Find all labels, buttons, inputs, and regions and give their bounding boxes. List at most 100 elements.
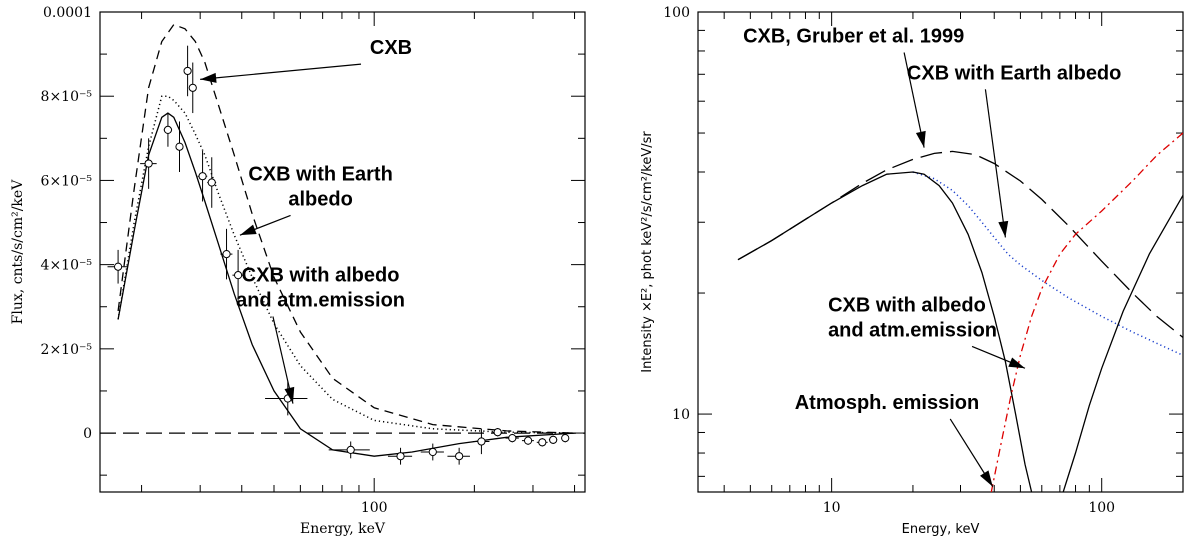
data-marker [233, 271, 243, 280]
data-marker [561, 434, 570, 443]
annotation-1: CXB with Earth albedo [907, 62, 1121, 238]
ticks [698, 11, 1184, 492]
y-tick-label: 2×10⁻⁵ [41, 342, 93, 358]
y-axis-title: Intensity ×E², phot keV²/s/cm²/keV/sr [640, 131, 655, 373]
data-marker [508, 434, 517, 443]
data-marker [113, 262, 123, 271]
y-tick-label: 0.0001 [43, 5, 92, 21]
data-point-3 [175, 121, 184, 172]
plot-frame [99, 11, 586, 493]
x-tick-label: 100 [1088, 500, 1115, 516]
y-tick-label: 0 [83, 426, 92, 442]
y-tick-label: 100 [663, 5, 690, 21]
annotation-arrow-head [980, 470, 993, 487]
data-point-19 [536, 438, 548, 447]
series-group [737, 132, 1183, 492]
annotation-2: CXB with albedo and atm.emission [828, 294, 1026, 369]
x-axis-title: Energy, keV [902, 522, 980, 537]
series-line-0 [117, 23, 575, 434]
data-point-7 [207, 157, 217, 208]
annotation-arrow-head [200, 72, 217, 83]
data-marker [477, 437, 486, 446]
data-marker [346, 445, 355, 454]
series-line-3 [1062, 194, 1183, 492]
ticks [100, 11, 585, 492]
x-tick-label: 10 [823, 500, 841, 516]
data-point-11 [328, 441, 370, 459]
annotation-text: CXB with albedo [828, 294, 986, 316]
data-point-20 [548, 435, 558, 444]
y-tick-label: 10 [672, 407, 690, 423]
annotation-0: CXB [200, 37, 412, 83]
annotation-3: Atmosph. emission [795, 392, 994, 487]
data-point-1 [140, 138, 157, 189]
annotation-arrow-head [239, 224, 257, 236]
data-marker [175, 142, 184, 151]
left-panel: 100 0 2×10⁻⁵ 4×10⁻⁵ 6×10⁻⁵ 8×10⁻⁵ 0.0001 Energy… [10, 5, 586, 537]
y-axis-title: Flux, cnts/s/cm²/keV [10, 179, 26, 325]
data-point-5 [188, 62, 197, 114]
series-group [100, 23, 585, 457]
data-point-21 [561, 433, 570, 443]
data-point-4 [183, 45, 192, 97]
annotation-0: CXB, Gruber et al. 1999 [743, 25, 964, 148]
data-points [107, 45, 570, 465]
data-point-9 [232, 249, 244, 301]
data-point-14 [447, 447, 470, 465]
annotation-arrow-shaft [200, 63, 362, 80]
annotation-arrow-head [1008, 357, 1026, 369]
y-tick-label: 8×10⁻⁵ [41, 89, 93, 105]
y-tick-label: 6×10⁻⁵ [41, 173, 93, 189]
annotation-text: CXB with albedo [242, 264, 400, 286]
data-marker [455, 452, 464, 461]
annotation-text: and atm.emission [236, 289, 405, 311]
y-tick-label: 4×10⁻⁵ [41, 258, 93, 274]
annotation-arrow-head [998, 220, 1009, 238]
annotation-arrow-head [915, 130, 926, 148]
data-marker [222, 250, 231, 259]
data-marker [538, 438, 547, 447]
annotation-text: and atm.emission [828, 319, 997, 341]
x-axis-title: Energy, keV [300, 521, 386, 537]
data-marker [549, 435, 558, 444]
annotation-text: CXB [370, 37, 412, 59]
annotation-1: CXB with Earth albedo [239, 163, 393, 236]
data-point-13 [420, 443, 444, 461]
data-marker [163, 125, 173, 134]
annotation-arrow-head [284, 386, 295, 404]
data-point-6 [197, 150, 208, 202]
series-line-2 [737, 171, 1033, 492]
data-point-0 [107, 249, 128, 284]
data-marker [396, 452, 405, 461]
data-point-17 [505, 433, 519, 443]
plot-frame [697, 11, 1184, 493]
right-panel: 10 100 10 100 Energy, keV Intensity ×E², phot… [640, 5, 1184, 537]
annotation-2: CXB with albedo and atm.emission [236, 264, 405, 404]
annotation-arrow-shaft [984, 89, 1007, 238]
data-marker [428, 447, 437, 457]
annotation-text: CXB, Gruber et al. 1999 [743, 25, 964, 47]
data-marker [183, 66, 192, 76]
series-line-4 [990, 132, 1183, 492]
data-point-8 [220, 228, 233, 280]
annotation-arrow-shaft [903, 52, 925, 148]
annotations: CXB CXB with Earth albedo CXB with albedo an… [200, 37, 412, 404]
data-marker [144, 159, 153, 168]
data-point-12 [387, 447, 413, 465]
data-point-2 [163, 113, 173, 147]
data-marker [523, 436, 533, 445]
data-point-16 [492, 428, 503, 437]
data-marker [198, 172, 207, 181]
annotation-text: albedo [288, 188, 352, 210]
x-tick-label: 100 [361, 500, 388, 516]
data-marker [493, 428, 502, 437]
data-point-15 [472, 428, 490, 455]
annotation-text: CXB with Earth [248, 163, 392, 185]
data-marker [207, 178, 216, 187]
annotation-text: CXB with Earth albedo [907, 62, 1121, 84]
data-point-18 [521, 436, 534, 445]
data-marker [188, 83, 197, 92]
series-line-1 [117, 95, 575, 434]
annotations: CXB, Gruber et al. 1999 CXB with Earth al… [743, 25, 1121, 487]
